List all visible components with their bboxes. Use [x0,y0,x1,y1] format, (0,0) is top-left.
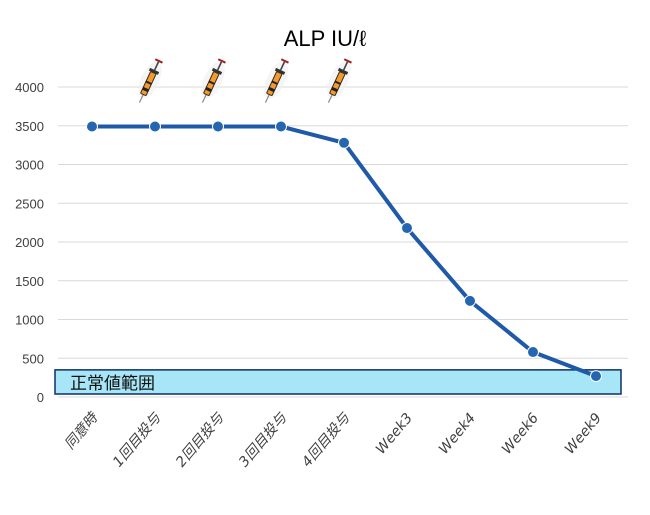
syringe-icon [264,58,289,103]
data-point [464,294,476,307]
syringe-icon [327,58,352,103]
x-tick-label: 同意時 [62,409,103,453]
x-tick-label: Week6 [499,410,542,457]
y-axis-ticks: 0 500 1000 1500 2000 2500 3000 3500 4000 [15,80,44,405]
syringe-icon [201,58,226,103]
normal-range-band: 正常値範囲 [54,369,622,395]
normal-range-label: 正常値範囲 [70,374,155,394]
y-tick-label: 1000 [15,313,44,328]
x-tick-label: 4回目投与 [299,410,354,471]
series-line [92,124,597,378]
y-tick-label: 3500 [15,119,44,134]
data-point [401,222,413,235]
normal-range-rect [54,369,622,395]
x-tick-label: 3回目投与 [236,410,291,471]
x-tick-label: Week4 [436,410,479,457]
x-tick-label: Week3 [373,410,416,457]
injection-markers [138,58,352,103]
data-point [212,120,224,133]
y-tick-label: 4000 [15,80,44,95]
y-tick-label: 500 [22,351,44,366]
series [86,120,602,383]
data-point [527,346,539,359]
chart-title: ALP IU/ℓ [284,26,367,51]
x-tick-label: Week9 [562,410,605,457]
y-tick-label: 1500 [15,274,44,289]
x-axis-ticks: 同意時 1回目投与 2回目投与 3回目投与 4回目投与 Week3 Week4 Week6 We… [62,409,605,471]
y-tick-label: 2500 [15,196,44,211]
y-tick-label: 3000 [15,158,44,173]
data-point [338,136,350,149]
y-tick-label: 2000 [15,235,44,250]
x-tick-label: 1回目投与 [110,410,165,471]
data-point [590,370,602,383]
data-point [275,120,287,133]
data-point [149,120,161,133]
syringe-icon [138,58,163,103]
gridlines [58,86,628,398]
x-tick-label: 2回目投与 [173,410,228,471]
data-point [86,120,98,133]
y-tick-label: 0 [37,390,44,405]
